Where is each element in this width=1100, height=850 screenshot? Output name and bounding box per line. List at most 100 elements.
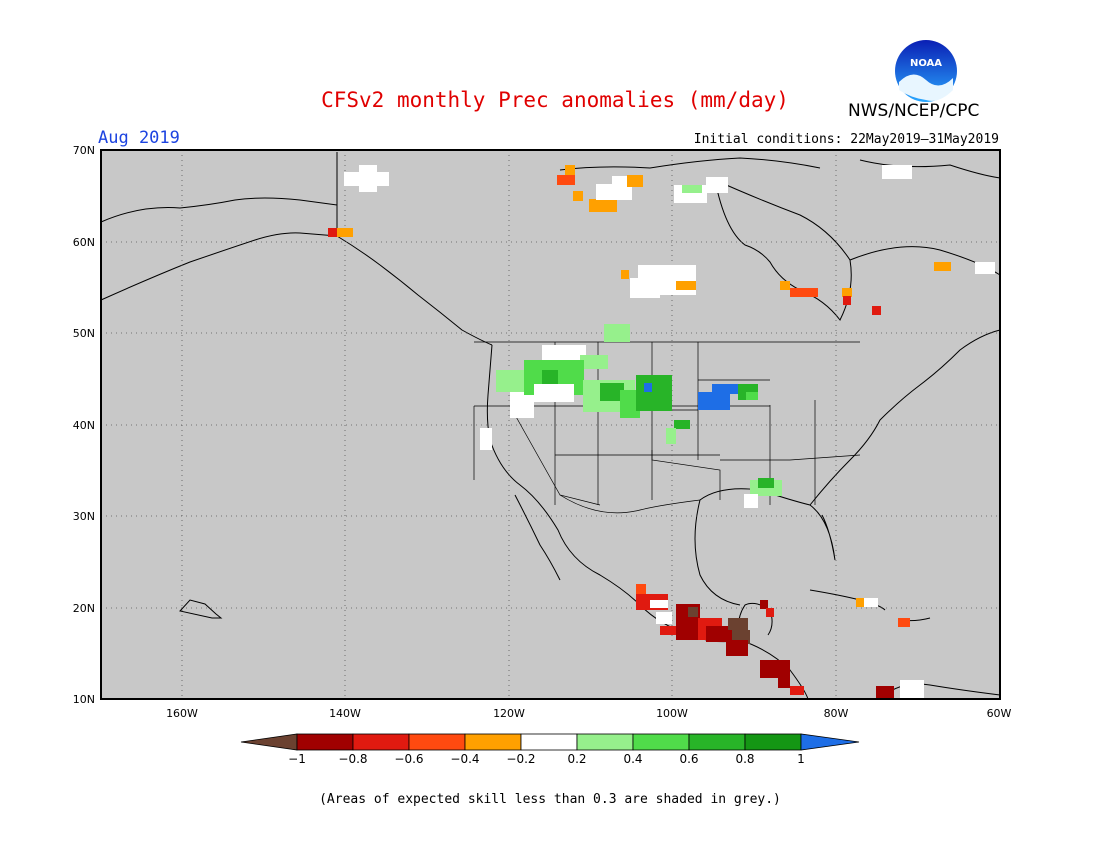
lat-axis: 70N 60N 50N 40N 30N 20N 10N: [73, 144, 95, 706]
logo-text: NOAA: [910, 58, 942, 69]
colorbar-label: 0.6: [679, 752, 698, 766]
anomaly-cell: [842, 288, 852, 297]
anomaly-cell: [856, 598, 864, 607]
colorbar-swatch: [464, 733, 522, 751]
anomaly-cell: [534, 384, 574, 402]
anomaly-cell: [621, 270, 629, 279]
anomaly-cell: [780, 281, 790, 290]
anomaly-cell: [674, 420, 690, 429]
lon-tick-label: 60W: [987, 707, 1012, 720]
colorbar-right-arrow: [800, 733, 860, 751]
colorbar-swatch: [744, 733, 802, 751]
anomaly-cell: [726, 640, 748, 656]
anomaly-cell: [596, 184, 632, 200]
anomaly-cell: [636, 375, 672, 411]
anomaly-cell: [573, 191, 583, 201]
anomaly-cell: [778, 676, 790, 688]
colorbar-label: −0.4: [450, 752, 479, 766]
anomaly-cell: [542, 370, 558, 386]
colorbar-label: 0.4: [623, 752, 642, 766]
anomaly-cell: [843, 296, 851, 305]
colorbar-swatch: [576, 733, 634, 751]
initial-conditions: Initial conditions: 22May2019–31May2019: [693, 132, 999, 147]
anomaly-cell: [706, 177, 728, 193]
colorbar: −1 −0.8 −0.6 −0.4 −0.2 0.2 0.4 0.6 0.8 1: [240, 733, 860, 766]
anomaly-cell: [600, 383, 624, 401]
lon-tick-label: 160W: [166, 707, 198, 720]
colorbar-swatch: [352, 733, 410, 751]
anomaly-cell: [676, 281, 696, 290]
colorbar-swatch: [296, 733, 354, 751]
colorbar-label: −0.8: [338, 752, 367, 766]
anomaly-cell: [510, 392, 534, 418]
anomaly-cell: [688, 607, 698, 617]
colorbar-label: −0.2: [506, 752, 535, 766]
anomaly-cell: [636, 584, 646, 594]
anomaly-cell: [712, 384, 740, 394]
anomaly-cell: [620, 390, 640, 418]
anomaly-cell: [744, 494, 758, 508]
lat-tick-label: 20N: [73, 602, 95, 615]
colorbar-left-arrow: [240, 733, 298, 751]
anomaly-cell: [644, 383, 652, 392]
anomaly-cell: [760, 660, 790, 678]
anomaly-cell: [934, 262, 951, 271]
page-title: CFSv2 monthly Prec anomalies (mm/day): [321, 88, 789, 112]
colorbar-swatch: [632, 733, 690, 751]
lon-axis: 160W 140W 120W 100W 80W 60W: [166, 707, 1011, 720]
anomaly-cell: [898, 618, 910, 627]
anomaly-cell: [650, 600, 668, 608]
anomaly-cell: [864, 598, 878, 607]
footnote: (Areas of expected skill less than 0.3 a…: [319, 792, 781, 807]
colorbar-label: 0.2: [567, 752, 586, 766]
lon-tick-label: 100W: [656, 707, 688, 720]
anomaly-cell: [760, 600, 768, 609]
colorbar-label: 0.8: [735, 752, 754, 766]
map-frame: [100, 149, 1001, 700]
lon-tick-label: 120W: [493, 707, 525, 720]
lat-tick-label: 10N: [73, 693, 95, 706]
agency-label: NWS/NCEP/CPC: [848, 101, 980, 121]
anomaly-cell: [328, 228, 337, 237]
forecast-month: Aug 2019: [98, 128, 180, 148]
anomaly-cell: [766, 608, 774, 617]
anomaly-cell: [666, 428, 676, 444]
anomaly-cell: [627, 175, 643, 187]
anomaly-cell: [496, 370, 526, 392]
anomaly-cell: [746, 392, 758, 400]
anomaly-cell: [698, 392, 730, 410]
lat-tick-label: 70N: [73, 144, 95, 157]
lat-tick-label: 60N: [73, 236, 95, 249]
anomaly-cell: [790, 288, 818, 297]
anomaly-cell: [900, 680, 924, 699]
lat-tick-label: 50N: [73, 327, 95, 340]
coastlines: [100, 152, 1001, 700]
map-background: [101, 150, 1000, 699]
lat-tick-label: 40N: [73, 419, 95, 432]
anomaly-cell: [565, 165, 575, 175]
colorbar-label: −0.6: [394, 752, 423, 766]
anomaly-cell: [682, 185, 702, 193]
colorbar-label: −1: [288, 752, 306, 766]
anomaly-cell: [337, 228, 353, 237]
anomaly-cell: [589, 199, 617, 212]
anomaly-cell: [872, 306, 881, 315]
anomaly-cell: [758, 478, 774, 488]
anomaly-cell: [604, 324, 630, 342]
anomaly-cell: [876, 686, 894, 699]
colorbar-swatch: [688, 733, 746, 751]
colorbar-swatch: [408, 733, 466, 751]
lat-tick-label: 30N: [73, 510, 95, 523]
anomaly-cell: [790, 686, 804, 695]
lon-tick-label: 140W: [329, 707, 361, 720]
anomaly-cell: [656, 612, 672, 624]
anomaly-cell: [542, 345, 586, 363]
anomaly-cell: [359, 165, 377, 192]
lon-tick-label: 80W: [824, 707, 849, 720]
anomaly-cell: [557, 175, 575, 185]
colorbar-swatch: [520, 733, 578, 751]
anomaly-cell: [480, 428, 492, 450]
colorbar-label: 1: [797, 752, 805, 766]
anomaly-cell: [882, 165, 912, 179]
